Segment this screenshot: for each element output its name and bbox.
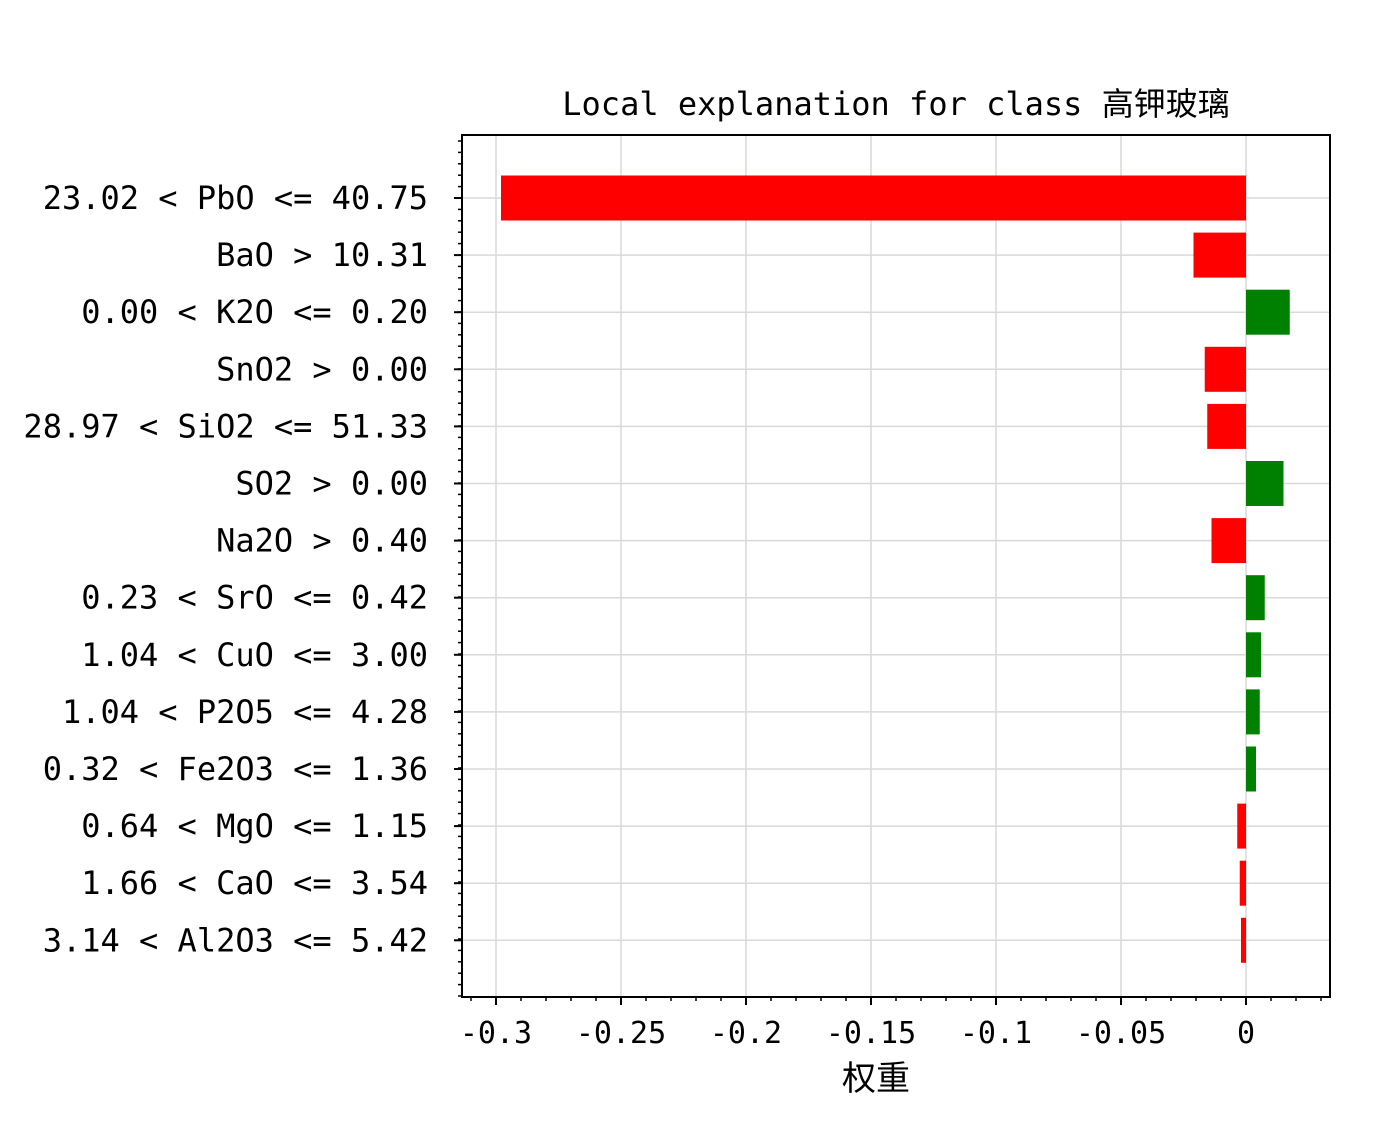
ticks bbox=[454, 140, 1322, 1005]
bar bbox=[1246, 461, 1284, 506]
chart-title: Local explanation for class 高钾玻璃 bbox=[562, 85, 1229, 123]
bar bbox=[1246, 289, 1290, 335]
y-tick-label: 1.04 < P2O5 <= 4.28 bbox=[62, 693, 428, 731]
bar bbox=[1207, 403, 1246, 449]
y-tick-label: 28.97 < SiO2 <= 51.33 bbox=[23, 407, 428, 445]
bar bbox=[1246, 746, 1256, 792]
x-tick-label: -0.05 bbox=[1076, 1016, 1166, 1051]
y-tick-label: 0.23 < SrO <= 0.42 bbox=[81, 579, 428, 617]
bar bbox=[1211, 518, 1246, 564]
y-tick-label: 23.02 < PbO <= 40.75 bbox=[43, 179, 428, 217]
y-tick-label: 3.14 < Al2O3 <= 5.42 bbox=[43, 921, 428, 959]
x-tick-label: 0 bbox=[1237, 1016, 1255, 1051]
bar bbox=[1193, 232, 1246, 278]
y-tick-label: Na2O > 0.40 bbox=[216, 522, 428, 560]
bar bbox=[1246, 575, 1265, 621]
bar bbox=[1241, 917, 1246, 963]
bar bbox=[1246, 632, 1261, 678]
y-tick-label: BaO > 10.31 bbox=[216, 236, 428, 274]
y-tick-label: SnO2 > 0.00 bbox=[216, 350, 428, 388]
bar bbox=[1239, 860, 1246, 906]
x-tick-label: -0.1 bbox=[960, 1016, 1032, 1051]
y-tick-label: SO2 > 0.00 bbox=[235, 465, 428, 503]
grid bbox=[462, 135, 1330, 997]
y-tick-label: 1.66 < CaO <= 3.54 bbox=[81, 864, 428, 902]
y-tick-label: 0.64 < MgO <= 1.15 bbox=[81, 807, 428, 845]
bar bbox=[1237, 803, 1246, 849]
x-tick-labels: -0.3 -0.25 -0.2 -0.15 -0.1 -0.05 0 bbox=[460, 1016, 1255, 1051]
bars bbox=[501, 175, 1290, 963]
bar bbox=[1246, 689, 1260, 735]
x-tick-label: -0.25 bbox=[576, 1016, 666, 1051]
x-tick-label: -0.2 bbox=[710, 1016, 782, 1051]
bar bbox=[1204, 346, 1246, 392]
y-tick-label: 0.32 < Fe2O3 <= 1.36 bbox=[43, 750, 428, 788]
y-tick-label: 1.04 < CuO <= 3.00 bbox=[81, 636, 428, 674]
x-tick-label: -0.3 bbox=[460, 1016, 532, 1051]
y-tick-label: 0.00 < K2O <= 0.20 bbox=[81, 293, 428, 331]
x-axis-label: 权重 bbox=[842, 1059, 910, 1099]
bar bbox=[501, 175, 1246, 221]
x-tick-label: -0.15 bbox=[826, 1016, 916, 1051]
y-tick-labels: 23.02 < PbO <= 40.75 BaO > 10.31 0.00 < K2… bbox=[23, 179, 428, 959]
